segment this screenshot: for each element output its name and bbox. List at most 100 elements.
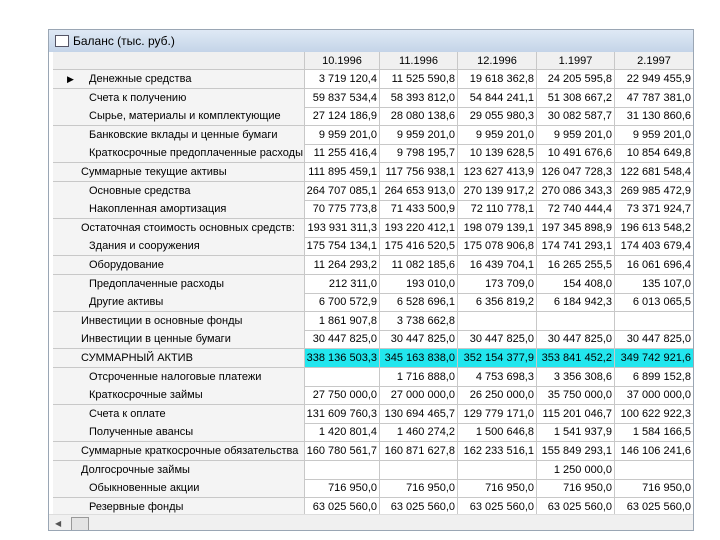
row-label: Основные средства (53, 181, 305, 201)
corner-header (53, 52, 305, 70)
cell: 716 950,0 (537, 479, 615, 499)
cell: 63 025 560,0 (305, 497, 380, 514)
row-label: Краткосрочные предоплаченные расходы (53, 144, 305, 164)
cell: 16 061 696,4 (615, 256, 693, 275)
cell: 6 700 572,9 (305, 293, 380, 313)
horizontal-scrollbar[interactable]: ◀ (49, 514, 693, 530)
cell: 72 740 444,4 (537, 200, 615, 220)
cell: 1 500 646,8 (458, 423, 537, 443)
cell: 9 959 201,0 (458, 125, 537, 145)
cell (458, 460, 537, 480)
cell: 24 205 595,8 (537, 70, 615, 89)
cell: 6 184 942,3 (537, 293, 615, 313)
cell: 11 525 590,8 (380, 70, 458, 89)
cell: 264 653 913,0 (380, 181, 458, 201)
cell: 160 871 627,8 (380, 442, 458, 461)
cell: 155 849 293,1 (537, 442, 615, 461)
cell: 63 025 560,0 (615, 498, 693, 514)
row-label: Полученные авансы (53, 423, 305, 443)
column-header: 10.1996 (305, 52, 380, 70)
cell: 1 716 888,0 (380, 367, 458, 387)
window: Баланс (тыс. руб.) 10.1996 11.1996 12.1996… (48, 29, 694, 531)
cell (305, 460, 380, 480)
cell: 130 694 465,7 (380, 404, 458, 424)
column-header: 11.1996 (380, 52, 458, 70)
cell: 160 780 561,7 (305, 442, 380, 461)
row-label: Остаточная стоимость основных средств: (53, 218, 305, 238)
cell: 16 439 704,1 (458, 256, 537, 275)
cell: 58 393 812,0 (380, 88, 458, 108)
scroll-left[interactable]: ◀ (55, 519, 62, 528)
cell: 9 959 201,0 (537, 125, 615, 145)
cell: 338 136 503,3 (305, 349, 380, 368)
cell: 1 584 166,5 (615, 423, 693, 443)
cell (305, 367, 380, 387)
cell: 100 622 922,3 (615, 405, 693, 424)
cell: 59 837 534,4 (305, 88, 380, 108)
cell: 129 779 171,0 (458, 404, 537, 424)
cell: 3 356 308,6 (537, 367, 615, 387)
cell: 28 080 138,6 (380, 107, 458, 127)
cell: 30 447 825,0 (615, 330, 693, 350)
cell: 9 959 201,0 (380, 125, 458, 145)
cell: 198 079 139,1 (458, 218, 537, 238)
cell: 193 010,0 (380, 274, 458, 294)
cell: 27 124 186,9 (305, 107, 380, 127)
cell: 6 528 696,1 (380, 293, 458, 313)
cell: 212 311,0 (305, 274, 380, 294)
cell (458, 311, 537, 331)
cell: 10 854 649,8 (615, 144, 693, 164)
row-label: Инвестиции в ценные бумаги (53, 330, 305, 350)
cell: 6 013 065,5 (615, 293, 693, 313)
cell (615, 461, 693, 480)
row-label: Долгосрочные займы (53, 460, 305, 480)
cell: 349 742 921,6 (615, 349, 693, 368)
cell: 173 709,0 (458, 274, 537, 294)
row-label: Суммарные текущие активы (53, 163, 305, 182)
cell: 51 308 667,2 (537, 88, 615, 108)
scroll-thumb[interactable] (71, 517, 89, 530)
row-label: Здания и сооружения (53, 237, 305, 257)
cell: 71 433 500,9 (380, 200, 458, 220)
row-label: Суммарные краткосрочные обязательства (53, 442, 305, 461)
cell: 3 738 662,8 (380, 311, 458, 331)
cell: 30 447 825,0 (380, 330, 458, 350)
cell: 269 985 472,9 (615, 182, 693, 201)
row-label: Обыкновенные акции (53, 479, 305, 499)
cell: 174 403 679,4 (615, 237, 693, 257)
cell: 27 000 000,0 (380, 386, 458, 406)
row-label: Счета к оплате (53, 404, 305, 424)
cell: 29 055 980,3 (458, 107, 537, 127)
column-header: 12.1996 (458, 52, 537, 70)
cell (380, 460, 458, 480)
cell: 11 082 185,6 (380, 256, 458, 275)
cell: 146 106 241,6 (615, 442, 693, 461)
row-label: Денежные средства ▶ (53, 70, 305, 89)
cell: 22 949 455,9 (615, 70, 693, 89)
cell: 11 255 416,4 (305, 144, 380, 164)
cell: 10 139 628,5 (458, 144, 537, 164)
cell: 352 154 377,9 (458, 349, 537, 368)
window-title: Баланс (тыс. руб.) (73, 34, 175, 48)
cell: 11 264 293,2 (305, 256, 380, 275)
cell: 115 201 046,7 (537, 404, 615, 424)
row-label: Оборудование (53, 256, 305, 275)
cell: 3 719 120,4 (305, 70, 380, 89)
row-label: Банковские вклады и ценные бумаги (53, 125, 305, 145)
cell: 63 025 560,0 (458, 497, 537, 514)
cell: 193 220 412,1 (380, 218, 458, 238)
row-label: Предоплаченные расходы (53, 274, 305, 294)
column-header: 1.1997 (537, 52, 615, 70)
row-label: Резервные фонды (53, 497, 305, 514)
cell: 135 107,0 (615, 275, 693, 294)
cell: 9 959 201,0 (305, 125, 380, 145)
cell: 30 447 825,0 (458, 330, 537, 350)
cell: 27 750 000,0 (305, 386, 380, 406)
cell: 1 541 937,9 (537, 423, 615, 443)
cell: 353 841 452,2 (537, 349, 615, 368)
cell: 63 025 560,0 (380, 497, 458, 514)
cell: 175 416 520,5 (380, 237, 458, 257)
cell: 175 754 134,1 (305, 237, 380, 257)
cell: 270 086 343,3 (537, 181, 615, 201)
cell: 174 741 293,1 (537, 237, 615, 257)
